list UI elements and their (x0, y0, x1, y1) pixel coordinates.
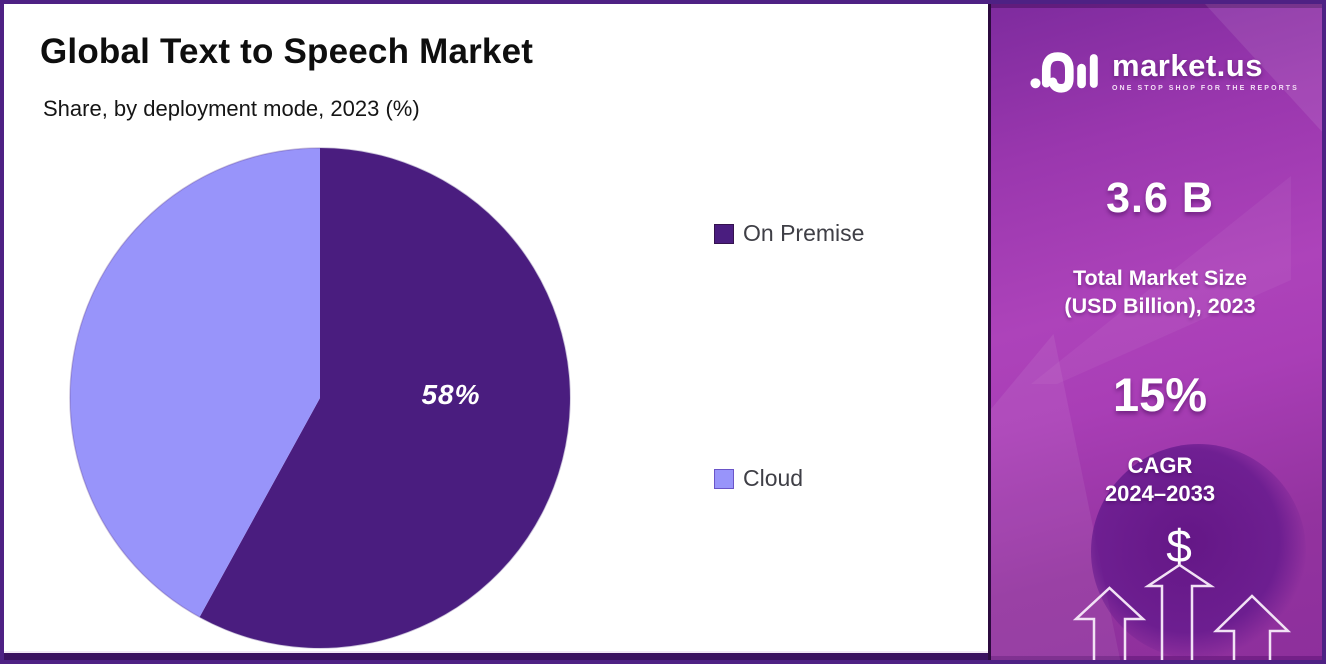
brand-logo: market.us ONE STOP SHOP FOR THE REPORTS (1029, 40, 1299, 102)
growth-arrows-graphic: $ (1072, 520, 1292, 660)
legend-swatch-on-premise (714, 223, 734, 244)
pie-slices (69, 148, 570, 648)
pie-outline (69, 147, 571, 649)
decor-diagonal-mid (1031, 176, 1291, 384)
brand-tagline: ONE STOP SHOP FOR THE REPORTS (1112, 85, 1299, 92)
pie-slice-cloud (69, 148, 320, 618)
legend-label-cloud: Cloud (743, 465, 804, 491)
cagr-label-line1: CAGR (1127, 453, 1193, 478)
market-size-value: 3.6 B (1106, 174, 1214, 222)
page-title: Global Text to Speech Market (40, 32, 534, 71)
pie-slice-label-on-premise: 58% (421, 379, 480, 410)
cagr-value: 15% (1112, 368, 1208, 421)
cagr-label: CAGR 2024–2033 (991, 452, 1322, 508)
brand-name: market.us (1112, 48, 1263, 83)
brand-sidebar: market.us ONE STOP SHOP FOR THE REPORTS … (988, 4, 1322, 660)
pie-slice-on-premise (199, 148, 570, 648)
chart-panel: Global Text to Speech Market Share, by d… (4, 4, 988, 660)
legend-item-on-premise: On Premise (714, 220, 864, 247)
legend-item-cloud: Cloud (714, 465, 803, 492)
market-size-label-line1: Total Market Size (1072, 266, 1248, 290)
up-arrow-icon-middle (1143, 563, 1216, 660)
market-size-label: Total Market Size (USD Billion), 2023 (991, 264, 1322, 320)
market-us-logo-icon (1030, 52, 1098, 93)
market-size-label-line2: (USD Billion), 2023 (1064, 294, 1256, 318)
up-arrow-icon-right (1212, 594, 1292, 660)
brand-text-block: market.us ONE STOP SHOP FOR THE REPORTS (1112, 50, 1299, 92)
legend-label-on-premise: On Premise (743, 220, 865, 246)
up-arrow-icon-left (1072, 586, 1147, 660)
bottom-accent-bar (4, 651, 988, 660)
pie-chart: 58% (69, 147, 571, 649)
dollar-icon: $ (1166, 520, 1192, 572)
legend-swatch-cloud (714, 468, 734, 489)
chart-subtitle: Share, by deployment mode, 2023 (%) (43, 96, 420, 121)
cagr-label-line2: 2024–2033 (1104, 481, 1216, 506)
